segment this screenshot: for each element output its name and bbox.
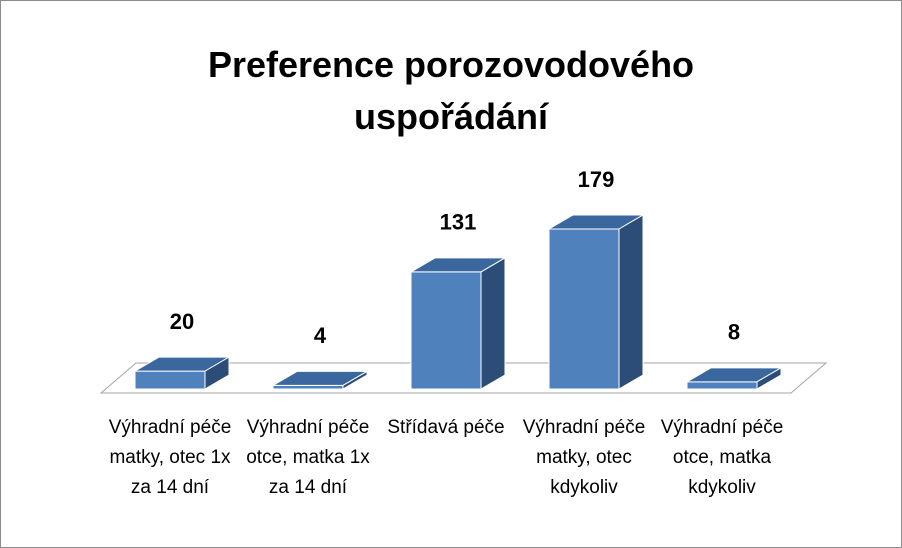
bar-front <box>410 271 482 390</box>
x-tick-label: Výhradní péče otce, matka kdykoliv <box>660 417 784 498</box>
chart-title: Preference porozovodového uspořádání <box>207 44 695 137</box>
bar-side <box>342 370 368 390</box>
x-tick-label: Střídavá péče <box>387 417 505 438</box>
data-label: 8 <box>728 320 740 345</box>
x-tick-label: Výhradní péče matky, otec kdykoliv <box>522 417 646 498</box>
data-label: 179 <box>578 167 615 192</box>
bar <box>133 356 231 390</box>
bar <box>409 257 507 390</box>
bar <box>271 370 369 390</box>
bar-front <box>686 381 758 390</box>
bar-side <box>756 366 782 390</box>
bar <box>547 214 645 390</box>
x-tick-label: Výhradní péče matky, otec 1x za 14 dní <box>108 417 232 498</box>
bar-front <box>272 384 344 390</box>
bar-side <box>618 214 644 390</box>
bar-front <box>134 370 206 390</box>
bar-side <box>480 257 506 390</box>
bar-front <box>548 228 620 390</box>
bar <box>685 366 783 390</box>
bar-side <box>204 356 230 390</box>
data-label: 20 <box>170 309 194 334</box>
x-tick-label: Výhradní péče otce, matka 1x za 14 dní <box>246 417 370 498</box>
data-label: 131 <box>440 210 477 235</box>
data-label: 4 <box>314 323 327 348</box>
